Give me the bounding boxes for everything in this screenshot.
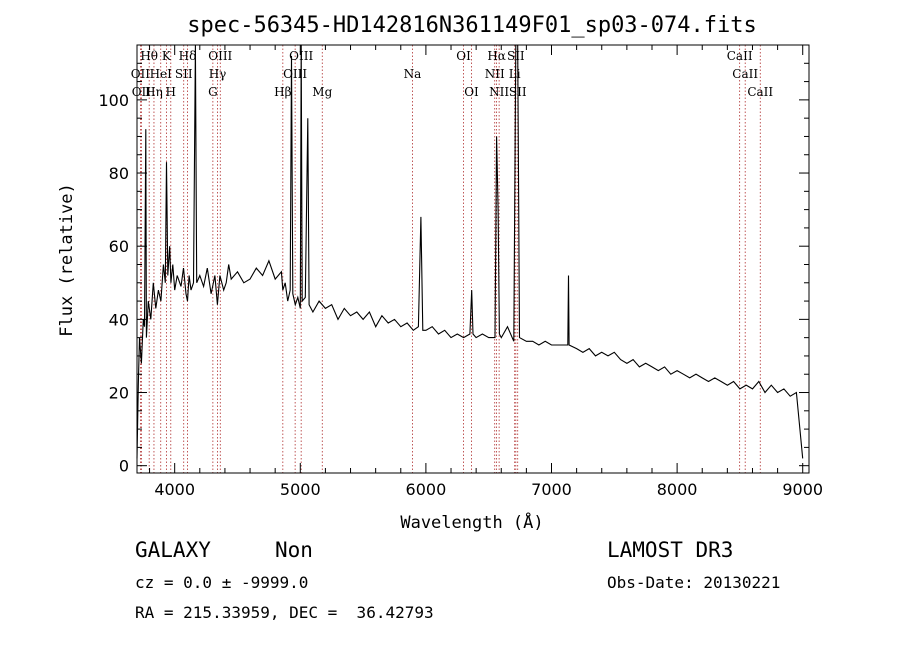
subclass-label: Non	[275, 538, 313, 562]
emission-line-label: OII	[131, 67, 151, 81]
chart-title: spec-56345-HD142816N361149F01_sp03-074.f…	[187, 13, 757, 38]
spectrum-series-line	[136, 44, 804, 459]
emission-line-label: G	[208, 85, 218, 99]
emission-line-label: CaII	[732, 67, 758, 81]
emission-line-label: Hδ	[179, 49, 197, 63]
y-tick-label: 60	[109, 237, 129, 256]
emission-line-label: Hγ	[209, 67, 227, 81]
x-tick-label: 7000	[531, 480, 572, 499]
emission-line-label: H	[166, 85, 176, 99]
x-tick-label: 8000	[657, 480, 698, 499]
y-axis-ticks: 0 20 40 60 80 100	[98, 62, 809, 476]
obs-date-line: Obs-Date: 20130221	[607, 573, 781, 592]
y-tick-label: 40	[109, 310, 129, 329]
emission-line-label: Na	[404, 67, 422, 81]
emission-line-label: Hθ	[140, 49, 158, 63]
emission-line-label: Mg	[312, 85, 332, 99]
emission-line-label: NII	[485, 67, 505, 81]
emission-line-label: SII	[175, 67, 193, 81]
emission-line-markers	[139, 45, 761, 473]
emission-line-label: CaII	[727, 49, 753, 63]
y-tick-label: 20	[109, 384, 129, 403]
emission-line-labels: OIIOIIHθHηHeIKHSIIHδGHγOIIIHβOIIIOIIIMgN…	[131, 49, 774, 99]
x-tick-label: 4000	[154, 480, 195, 499]
emission-line-label: OI	[464, 85, 479, 99]
emission-line-label: Hη	[145, 85, 163, 99]
emission-line-label: Hα	[487, 49, 506, 63]
emission-line-label: CaII	[747, 85, 773, 99]
x-axis-label: Wavelength (Å)	[400, 511, 543, 533]
redshift-line: cz = 0.0 ± -9999.0	[135, 573, 309, 592]
x-axis-ticks: 4000 5000 6000 7000 8000 9000	[149, 45, 823, 499]
class-label: GALAXY	[135, 538, 211, 562]
y-tick-label: 0	[119, 457, 129, 476]
emission-line-label: OIII	[208, 49, 232, 63]
emission-line-label: Li	[509, 67, 521, 81]
emission-line-label: Hβ	[274, 85, 291, 99]
emission-line-label: HeI	[150, 67, 173, 81]
y-tick-label: 80	[109, 164, 129, 183]
survey-label: LAMOST DR3	[607, 538, 734, 562]
emission-line-label: K	[162, 49, 172, 63]
emission-line-label: NII	[489, 85, 509, 99]
emission-line-label: OIII	[283, 67, 307, 81]
y-tick-label: 100	[98, 91, 129, 110]
emission-line-label: OI	[456, 49, 471, 63]
x-tick-label: 9000	[782, 480, 823, 499]
y-axis-label: Flux (relative)	[57, 183, 77, 337]
x-tick-label: 5000	[280, 480, 321, 499]
x-tick-label: 6000	[406, 480, 447, 499]
coordinates-line: RA = 215.33959, DEC = 36.42793	[135, 603, 434, 622]
plot-frame	[136, 44, 810, 474]
